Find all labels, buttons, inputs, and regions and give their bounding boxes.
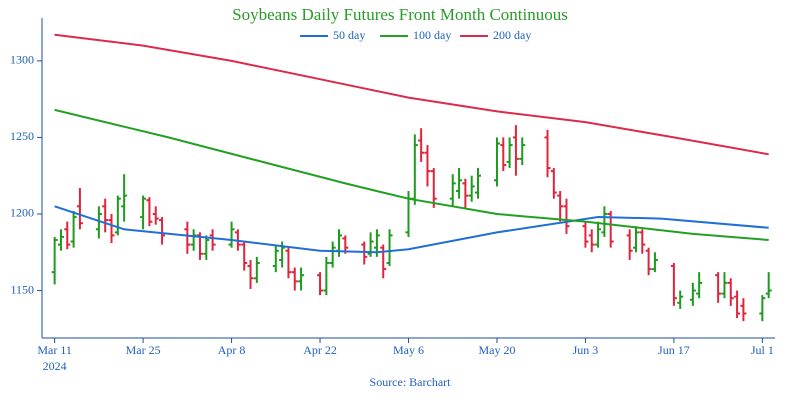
moving-average-line [54,33,769,156]
legend-label: 200 day [493,28,531,42]
x-tick-label: Mar 11 [37,343,72,357]
source: Source: Barchart [370,375,452,389]
y-tick-label: 1150 [10,282,34,296]
chart-title: Soybeans Daily Futures Front Month Conti… [232,5,568,24]
x-tick-label: Jun 3 [573,343,599,357]
y-tick-label: 1200 [10,206,34,220]
y-tick-label: 1250 [10,129,34,143]
legend-label: 100 day [413,28,451,42]
moving-average-line [54,205,769,254]
x-tick-label: Jul 1 [751,343,774,357]
x-tick-label: Jun 17 [658,343,690,357]
x-tick-label: Apr 22 [303,343,337,357]
moving-average-line [54,108,769,241]
legend-label: 50 day [333,28,365,42]
x-tick-label: Apr 8 [218,343,246,357]
x-tick-label: Mar 25 [126,343,161,357]
x-tick-label: May 6 [393,343,424,357]
x-tick-label: May 20 [478,343,515,357]
x-tick-sublabel: 2024 [43,359,67,373]
y-tick-label: 1300 [10,53,34,67]
